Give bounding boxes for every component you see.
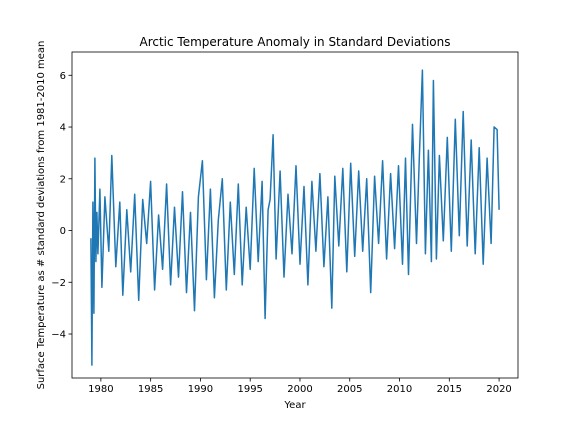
x-tick-label: 2000 xyxy=(287,384,312,395)
x-tick-label: 2005 xyxy=(337,384,362,395)
y-tick-label: −2 xyxy=(51,278,66,289)
x-tick-label: 1985 xyxy=(138,384,163,395)
x-tick-label: 1990 xyxy=(188,384,213,395)
x-tick-label: 2010 xyxy=(387,384,412,395)
x-tick-label: 1980 xyxy=(88,384,113,395)
x-tick-label: 1995 xyxy=(237,384,262,395)
y-tick-label: 0 xyxy=(60,226,66,237)
y-tick-label: −4 xyxy=(51,330,66,341)
x-tick-label: 2015 xyxy=(437,384,462,395)
x-tick-label: 2020 xyxy=(486,384,511,395)
y-tick-label: 6 xyxy=(60,71,66,82)
chart-title: Arctic Temperature Anomaly in Standard D… xyxy=(139,35,450,49)
y-axis-label: Surface Temperature as # standard deviat… xyxy=(36,41,47,390)
x-axis-label: Year xyxy=(283,400,306,411)
y-tick-label: 2 xyxy=(60,174,66,185)
y-tick-label: 4 xyxy=(60,123,66,134)
